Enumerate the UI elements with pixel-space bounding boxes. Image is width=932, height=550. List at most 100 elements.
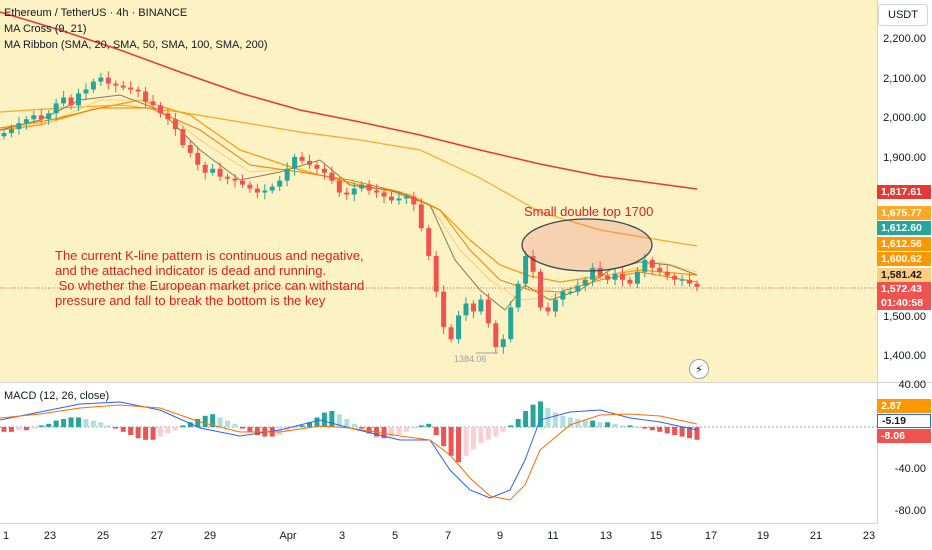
macd-tick: -80.00 [895,505,926,517]
candle-body [113,84,118,86]
sma-20-price-tag: 1,600.62 [877,252,931,266]
candle-body [180,129,185,145]
candle-body [210,169,215,173]
currency-button[interactable]: USDT [878,4,928,26]
sma-100-price-tag: 1,675.77 [877,206,931,220]
time-tick: 13 [600,530,612,542]
macd-signal-tag: 2.87 [877,399,931,413]
candle-body [396,198,401,200]
macd-hist-bar [695,427,700,440]
candle-body [158,105,163,113]
candle-body [136,90,141,92]
candle-body [285,169,290,181]
macd-hist-bar [605,422,610,427]
candle-body [434,256,439,292]
price-tick: 2,100.00 [883,73,926,85]
candle-body [300,157,305,161]
macd-hist-bar [464,427,469,456]
macd-line-tag: -5.19 [877,414,931,428]
candle-body [419,204,424,228]
macd-hist-bar [329,411,334,427]
macd-hist-bar [501,427,506,432]
macd-hist-bar [486,427,491,440]
macd-hist-bar [61,419,66,427]
macd-hist-bar [16,427,21,430]
candle-body [680,280,685,281]
candle-body [173,119,178,129]
price-tick: 2,000.00 [883,112,926,124]
macd-hist-bar [657,427,662,432]
candle-body [337,181,342,193]
double-top-label[interactable]: Small double top 1700 [524,204,653,219]
candle-body [374,191,379,193]
macd-legend[interactable]: MACD (12, 26, close) [4,390,109,402]
macd-hist-bar [456,427,461,462]
macd-hist-bar [680,427,685,437]
candle-body [255,189,260,193]
macd-hist-bar [300,425,305,427]
candle-body [382,193,387,197]
macd-hist-bar [24,427,29,430]
candle-body [165,113,170,119]
candle-body [39,115,44,119]
candle-body [523,256,528,284]
macd-hist-bar [613,424,618,427]
time-tick: 23 [44,530,56,542]
macd-hist-bar [396,427,401,435]
macd-hist-bar [2,427,7,432]
candle-body [322,169,327,173]
lightning-icon[interactable]: ⚡ [689,359,709,379]
candle-body [352,189,357,195]
macd-hist-bar [426,424,431,427]
macd-hist-bar [247,427,252,432]
symbol-legend[interactable]: Ethereum / TetherUS · 4h · BINANCE [4,6,187,20]
ma-cross-legend[interactable]: MA Cross (9, 21) [4,22,87,36]
macd-hist-bar [46,424,51,427]
candle-body [106,78,111,84]
macd-hist-bar [277,427,282,435]
candle-body [404,197,409,199]
macd-hist-bar [665,427,670,433]
ma-cross-price-tag: 1,612.60 [877,221,931,235]
candle-body [128,88,133,90]
macd-hist-bar [531,405,536,427]
time-tick: 11 [547,530,558,542]
time-tick: 15 [650,530,662,542]
macd-hist-bar [83,419,88,427]
ma-ribbon-legend[interactable]: MA Ribbon (SMA, 20, SMA, 50, SMA, 100, S… [4,38,268,52]
macd-hist-bar [98,422,103,427]
candle-body [657,268,662,272]
candle-body [61,97,66,103]
macd-hist-bar [233,424,238,427]
macd-hist-bar [225,421,230,427]
macd-hist-bar [411,427,416,429]
candle-body [344,193,349,195]
macd-hist-bar [344,419,349,427]
macd-hist-bar [240,427,245,429]
sma-50-price-tag: 1,612.56 [877,237,931,251]
macd-hist-bar [449,427,454,456]
analysis-note-text[interactable]: The current K-line pattern is continuous… [55,248,364,308]
candle-body [411,197,416,205]
candle-body [76,93,81,105]
time-tick: Apr [279,530,296,542]
candle-body [449,327,454,339]
ma-slow-price-tag: 1,581.42 [877,268,931,282]
candle-body [69,97,74,105]
candle-body [83,90,88,94]
candle-body [9,129,14,133]
double-top-ellipse[interactable] [522,219,652,271]
time-tick: 9 [497,530,503,542]
price-tick: 1,400.00 [883,350,926,362]
candle-body [16,123,21,129]
candle-body [54,103,59,113]
macd-hist-bar [627,425,632,427]
candle-body [613,274,618,280]
candle-body [471,303,476,311]
candle-body [225,177,230,179]
time-tick: 1 [3,530,9,542]
candle-body [538,272,543,308]
macd-hist-bar [9,427,14,432]
time-tick: 3 [339,530,345,542]
